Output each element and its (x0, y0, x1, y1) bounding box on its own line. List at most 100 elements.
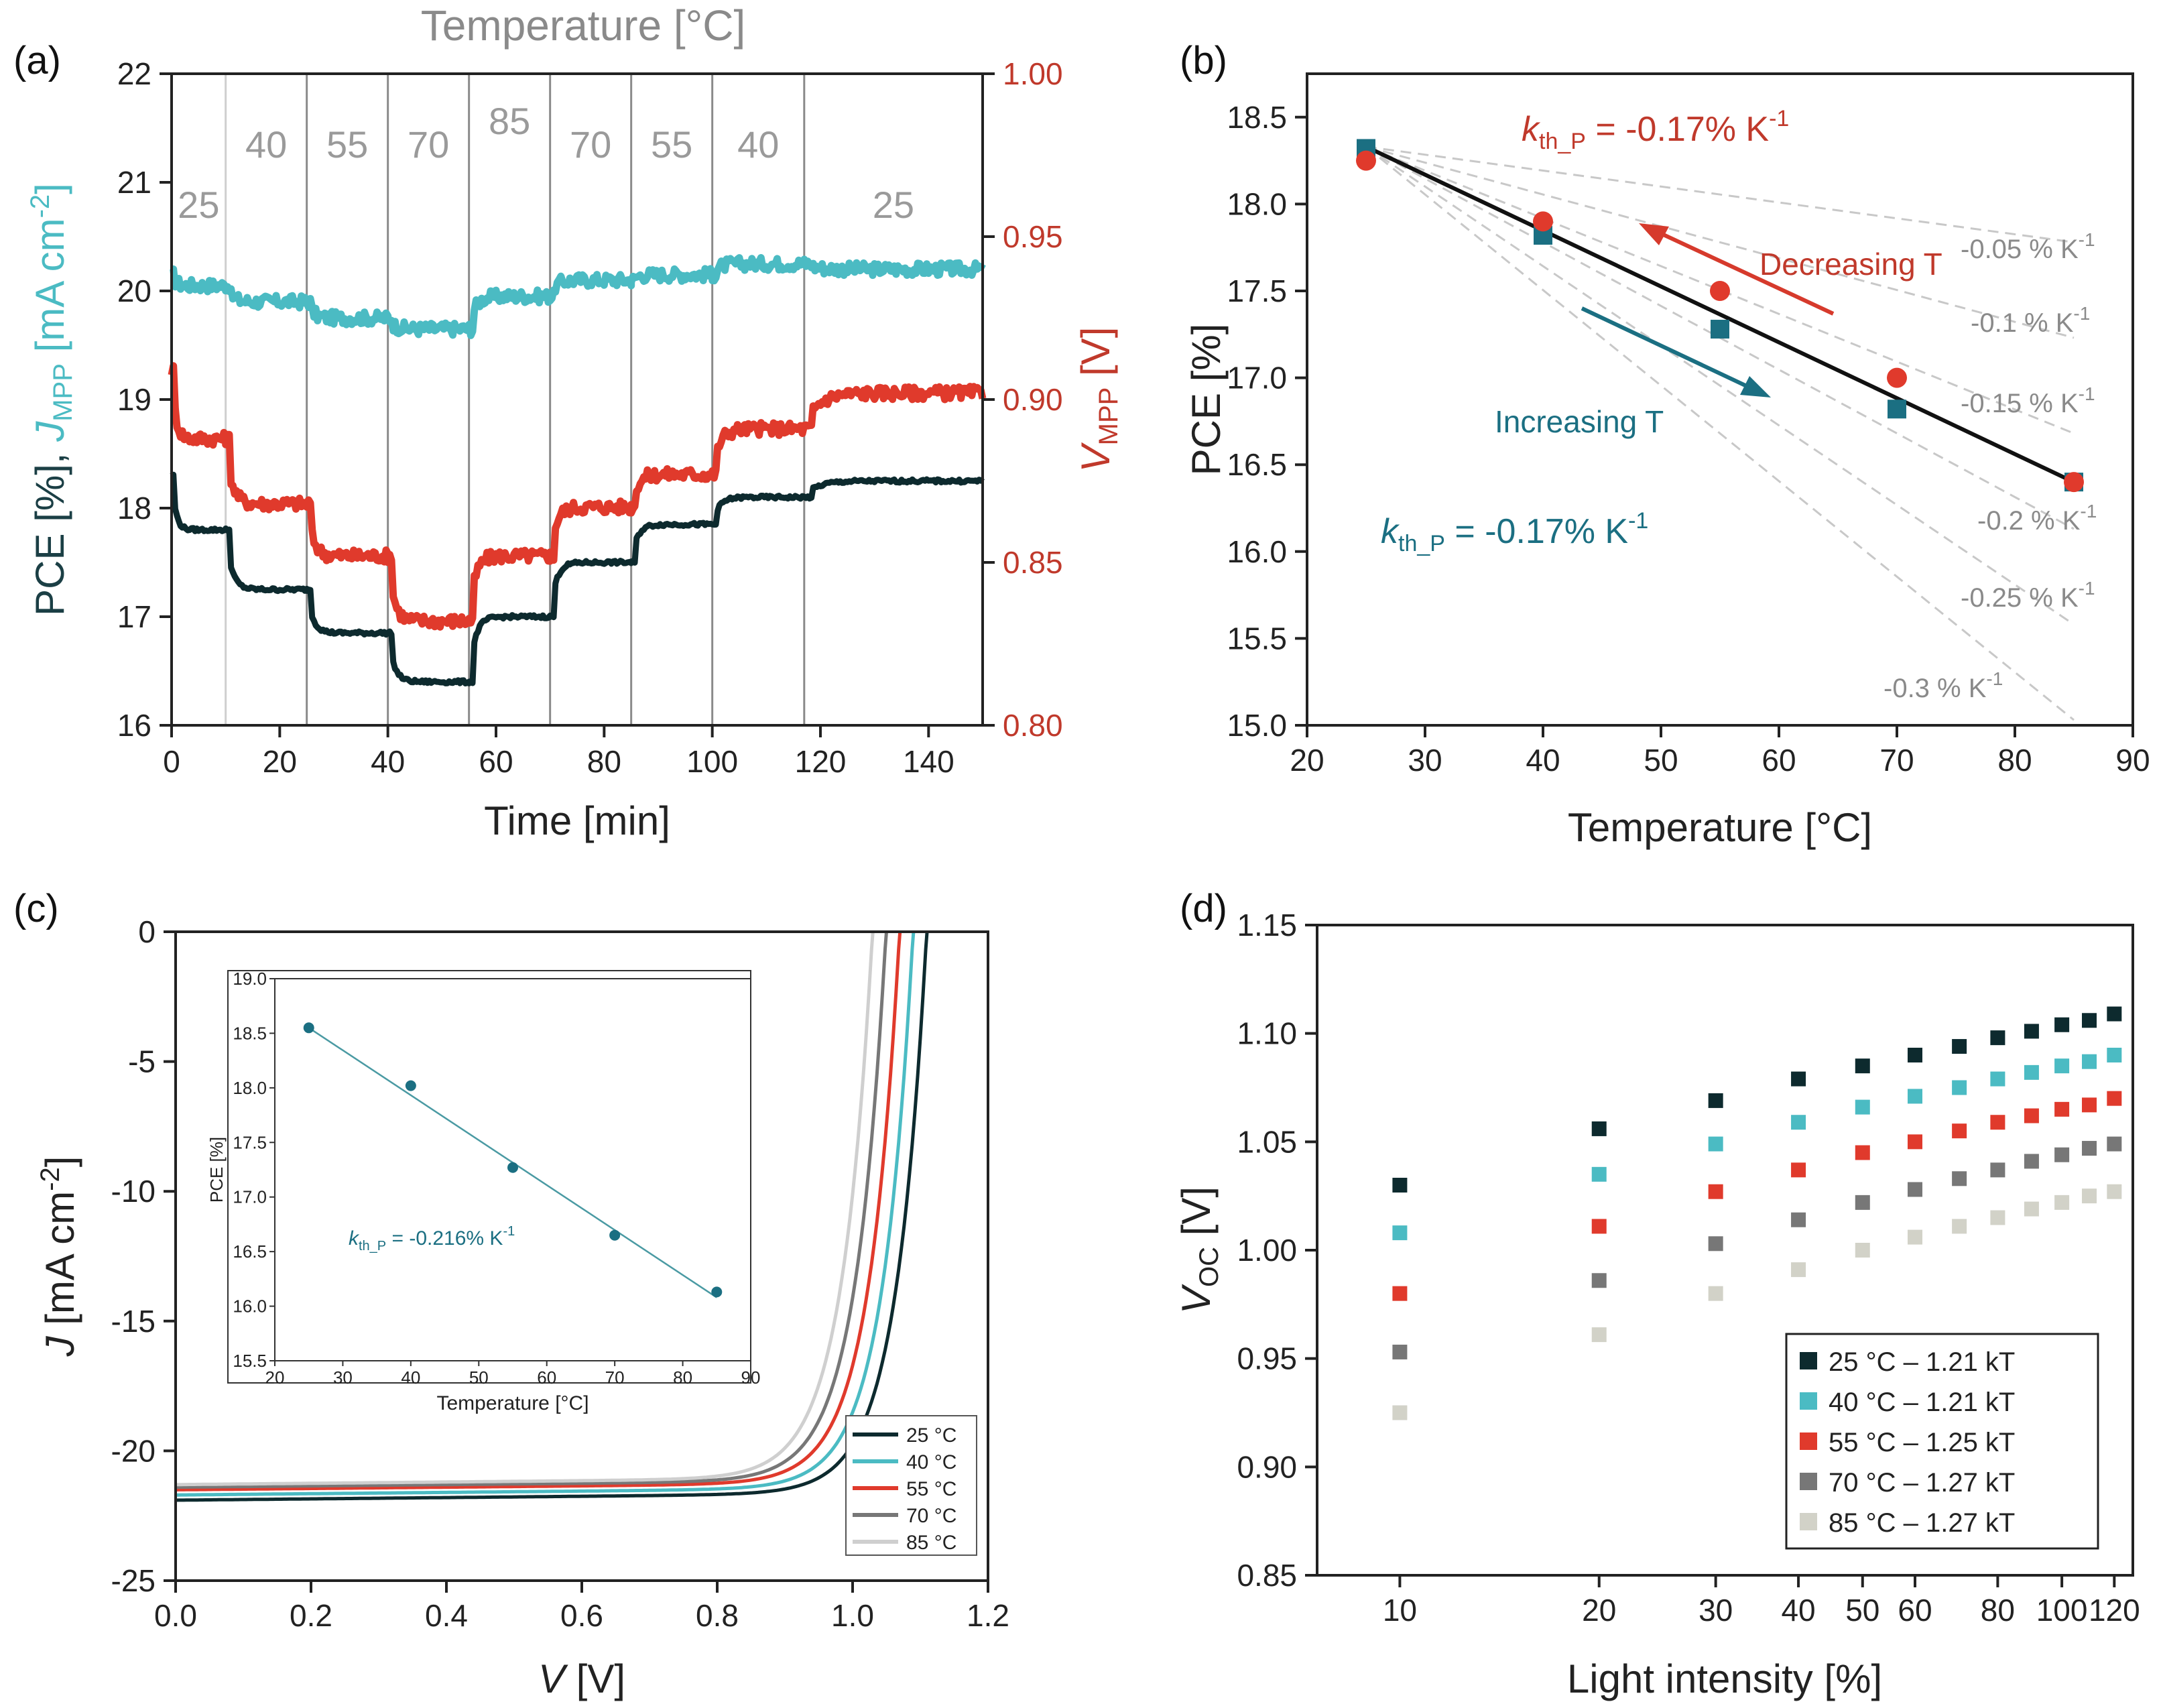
panel-b-ytick-label: 17.5 (1227, 273, 1287, 308)
panel-d-xtick-label: 20 (1582, 1593, 1616, 1628)
panel-c-xtick-label: 0.4 (425, 1598, 468, 1633)
panel-b-reference-slope-line (1365, 145, 2075, 721)
panel-b-increasing-label: Increasing T (1495, 404, 1664, 439)
panel-d-point (2024, 1108, 2039, 1123)
panel-d-frame (1316, 924, 2134, 1577)
panel-b-fit-line (1365, 145, 2075, 484)
panel-d-point (1952, 1219, 1967, 1234)
panel-d-xtick-label: 40 (1781, 1593, 1815, 1628)
panel-d-ytick-label: 0.90 (1237, 1449, 1297, 1484)
panel-a-xtick-label: 80 (587, 744, 621, 779)
panel-a-ytick-right-label: 0.85 (1003, 545, 1063, 580)
panel-d-point (2081, 1141, 2097, 1156)
panel-b-reference-slope-label: -0.2 % K-1 (1977, 501, 2097, 536)
panel-d-plot-area: 10 20 30 40 50 60 80 100 120 0.85 0.90 0.95 1.00 1.05… (1237, 908, 2140, 1628)
panel-d-ytick-label: 1.10 (1237, 1016, 1297, 1051)
panel-d-point (1952, 1080, 1967, 1095)
panel-a-ytick-left-label: 22 (117, 56, 151, 91)
panel-b-point-increasing (1888, 400, 1906, 419)
panel-b-point-increasing (1711, 320, 1729, 339)
panel-c-inset-xtick-label: 20 (265, 1367, 285, 1388)
panel-d-point (1990, 1210, 2005, 1225)
panel-d-point (2107, 1048, 2122, 1062)
panel-b-point-decreasing (2064, 472, 2084, 493)
panel-a-temp-label: 85 (489, 100, 530, 142)
panel-a-series-j-mpp (170, 254, 986, 339)
panel-d-point (1392, 1225, 1408, 1241)
panel-d-point (1855, 1195, 1870, 1210)
panel-a-xtick-label: 0 (163, 744, 180, 779)
panel-b-xtick-label: 80 (1997, 743, 2032, 778)
panel-c-xtick-label: 1.0 (831, 1598, 874, 1633)
panel-a-temp-label: 40 (245, 123, 287, 166)
panel-d-point (1990, 1115, 2005, 1130)
panel-a-ylabel-right: VMPP [V] (1073, 327, 1123, 473)
panel-c-ytick-label: -5 (128, 1044, 156, 1079)
panel-c-inset-point (405, 1080, 416, 1091)
panel-d-point (1392, 1344, 1408, 1359)
panel-d-point (1952, 1171, 1967, 1186)
panel-b-reference-slope-label: -0.05 % K-1 (1961, 229, 2095, 264)
panel-d-point (1952, 1123, 1967, 1139)
panel-d-legend-swatch (1800, 1352, 1817, 1369)
panel-d-point (2024, 1064, 2039, 1080)
panel-c-jv-curve (176, 931, 875, 1487)
panel-c-xtick-label: 0.2 (290, 1598, 332, 1633)
panel-a-ytick-left-label: 20 (117, 273, 151, 308)
panel-c-legend-label: 40 °C (906, 1451, 956, 1473)
panel-b: (b) -0.05 % K-1 -0.1 % K-1 -0.15 % K-1 -0.2… (1180, 39, 2150, 850)
panel-c-inset-point (609, 1229, 621, 1241)
panel-d-point (2107, 1184, 2122, 1199)
panel-d-point (1855, 1145, 1870, 1160)
panel-c-inset-point (507, 1162, 518, 1173)
panel-d-point (2081, 1097, 2097, 1113)
panel-c-xtick-label: 1.2 (967, 1598, 1009, 1633)
panel-d-point (1855, 1243, 1870, 1258)
panel-c-ytick-label: -25 (111, 1563, 156, 1598)
panel-a-xtick-label: 40 (371, 744, 405, 779)
panel-b-reference-slope-line (1365, 145, 2075, 339)
panel-d-legend-label: 40 °C – 1.21 kT (1829, 1388, 2015, 1417)
panel-a-temp-label: 70 (408, 123, 449, 166)
panel-a-temp-label: 70 (570, 123, 611, 166)
panel-a-temp-label: 25 (873, 184, 914, 226)
panel-d-point (1791, 1262, 1806, 1278)
panel-b-xtick-label: 50 (1644, 743, 1678, 778)
panel-c-xtick-label: 0.0 (154, 1598, 197, 1633)
panel-d-point (1791, 1115, 1806, 1130)
panel-b-k-red: kth_P = -0.17% K-1 (1522, 106, 1789, 154)
panel-b-reference-slope-line (1365, 145, 2075, 625)
panel-c-inset-xtick-label: 50 (469, 1367, 489, 1388)
panel-d-legend: 25 °C – 1.21 kT 40 °C – 1.21 kT 55 °C – 1.… (1785, 1333, 2099, 1550)
panel-b-increasing-arrow (1581, 306, 1761, 394)
panel-c-inset-ytick-label: 18.5 (233, 1023, 267, 1043)
panel-d-xlabel: Light intensity [%] (1567, 1656, 1882, 1701)
panel-c-inset-ytick-label: 18.0 (233, 1078, 267, 1098)
panel-d-point (1591, 1121, 1607, 1136)
panel-d-point (1708, 1184, 1723, 1199)
panel-c-plot-area: 0.0 0.2 0.4 0.6 0.8 1.0 1.2 -25 -20 -15 -10 -5 0 (111, 914, 1009, 1633)
panel-b-reference-slope-label: -0.25 % K-1 (1961, 578, 2095, 613)
panel-c-ytick-label: 0 (138, 914, 156, 949)
panel-a-temp-label: 25 (178, 184, 219, 226)
panel-b-ytick-label: 18.5 (1227, 100, 1287, 135)
panel-d-point (1855, 1058, 1870, 1074)
panel-c-legend: 25 °C 40 °C 55 °C 70 °C 85 °C (845, 1415, 977, 1556)
panel-d-point (1791, 1071, 1806, 1087)
panel-c-inset-point (303, 1022, 314, 1034)
panel-d-point (1591, 1219, 1607, 1234)
panel-b-frame (1306, 72, 2134, 727)
panel-a-temp-label: 55 (326, 123, 368, 166)
panel-a-ytick-left-label: 19 (117, 382, 151, 417)
panel-c-inset-xtick-label: 30 (333, 1367, 353, 1388)
panel-c-ytick-label: -15 (111, 1304, 156, 1339)
panel-c-xtick-label: 0.8 (696, 1598, 739, 1633)
panel-d-point (1708, 1136, 1723, 1152)
panel-b-point-decreasing (1356, 150, 1376, 171)
panel-d-xtick-label: 50 (1845, 1593, 1879, 1628)
panel-c-legend-label: 70 °C (906, 1505, 956, 1527)
panel-d-point (2024, 1154, 2039, 1169)
panel-c-ytick-label: -20 (111, 1433, 156, 1468)
panel-d-ylabel: VOC [V] (1174, 1186, 1224, 1314)
